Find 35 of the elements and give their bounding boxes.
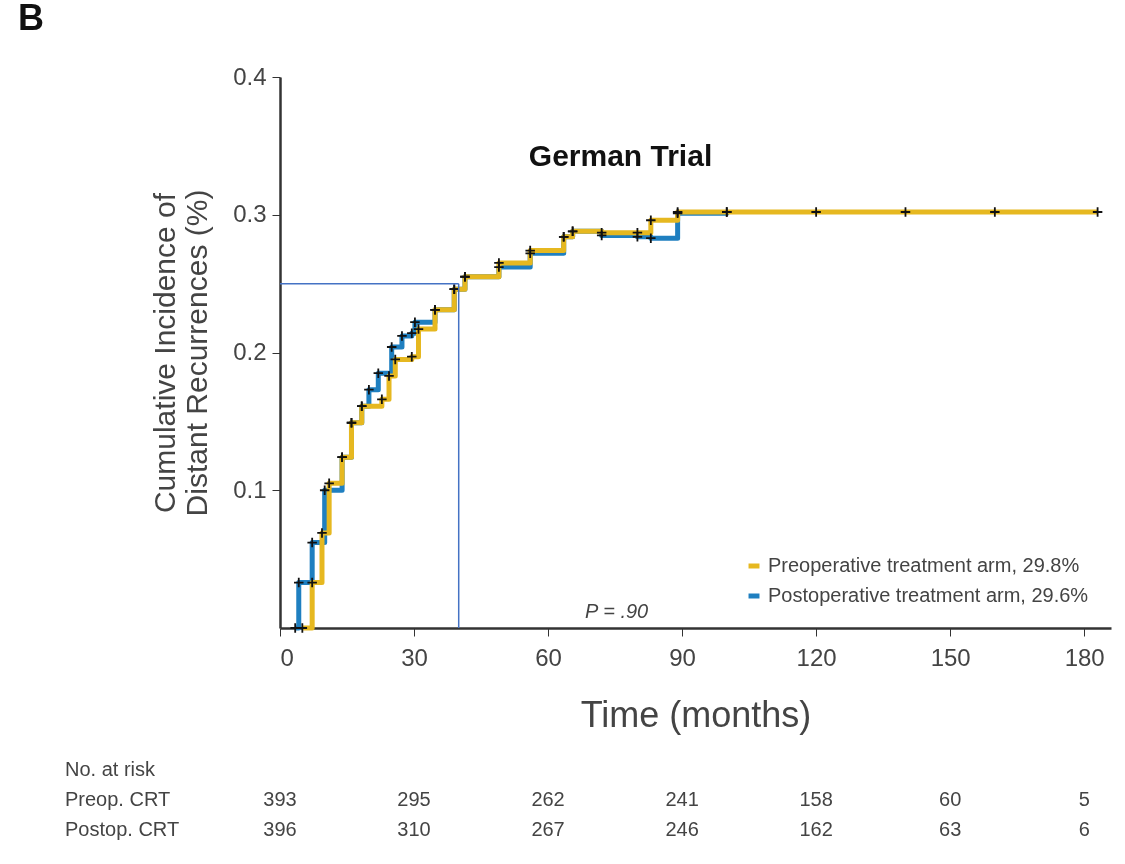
y-tick-label: 0.1 [233, 475, 267, 503]
x-tick-label: 180 [1064, 643, 1105, 671]
legend-label: Preoperative treatment arm, 29.8% [768, 554, 1080, 576]
text: 262 [531, 788, 565, 810]
legend-label: Postoperative treatment arm, 29.6% [768, 584, 1089, 606]
text: B [18, 0, 44, 38]
text: 63 [939, 818, 962, 840]
text: Postop. CRT [65, 818, 180, 840]
x-tick-label: 150 [930, 643, 971, 671]
y-tick-label: 0.2 [233, 338, 267, 365]
text: 393 [263, 788, 297, 810]
x-tick-label: 0 [280, 643, 294, 671]
text: 162 [799, 818, 833, 840]
y-tick-label: 0.3 [233, 200, 267, 228]
text: German Trial [528, 139, 713, 172]
annotation: P = .90 [585, 600, 649, 622]
x-axis-title: Time (months) [580, 693, 812, 735]
text: 246 [665, 818, 699, 840]
text: No. at risk [65, 758, 157, 780]
x-tick-label: 90 [669, 643, 696, 671]
text: 5 [1078, 788, 1090, 810]
x-tick-label: 120 [796, 643, 837, 671]
text: Preop. CRT [65, 788, 171, 810]
text: 241 [665, 788, 699, 810]
x-tick-label: 30 [401, 643, 428, 671]
text: 295 [397, 788, 431, 810]
text: 60 [939, 788, 962, 810]
text: 267 [531, 818, 565, 840]
text: 396 [263, 818, 297, 840]
text: 6 [1078, 818, 1090, 840]
text: 310 [397, 818, 431, 840]
text: 158 [799, 788, 833, 810]
y-axis-title: Cumulative Incidence of Distant Recurrences (%) [148, 189, 214, 517]
x-tick-label: 60 [535, 643, 562, 671]
y-tick-label: 0.4 [233, 62, 267, 90]
